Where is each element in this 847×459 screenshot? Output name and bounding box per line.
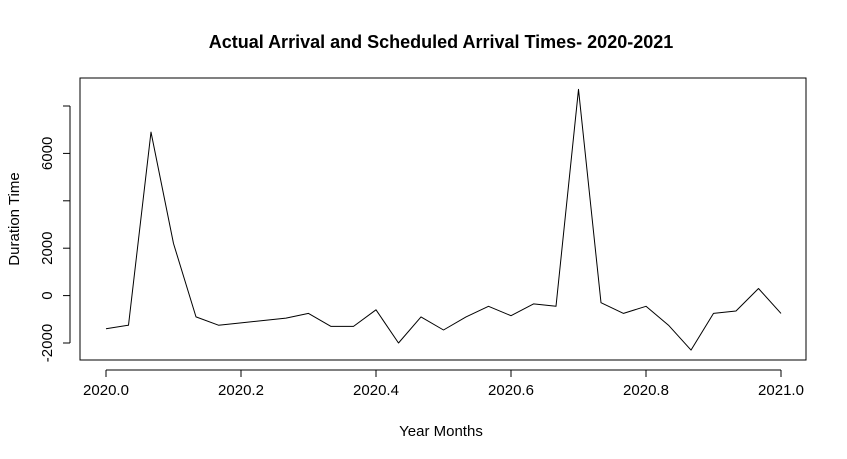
x-tick-label: 2020.4 xyxy=(353,382,399,399)
y-tick-label: 6000 xyxy=(39,137,56,170)
x-tick-label: 2020.8 xyxy=(623,382,669,399)
x-tick-label: 2021.0 xyxy=(758,382,804,399)
y-tick-label: 0 xyxy=(39,291,56,299)
x-axis-label: Year Months xyxy=(399,423,483,440)
plot-frame xyxy=(79,77,807,361)
x-tick-label: 2020.2 xyxy=(218,382,264,399)
y-tick-label: -2000 xyxy=(39,324,56,362)
y-axis: -2000 0 2000 6000 xyxy=(39,105,71,362)
y-tick-label: 2000 xyxy=(39,232,56,265)
chart-title: Actual Arrival and Scheduled Arrival Tim… xyxy=(209,32,674,52)
x-tick-label: 2020.6 xyxy=(488,382,534,399)
x-tick-label: 2020.0 xyxy=(83,382,129,399)
y-axis-label: Duration Time xyxy=(6,172,23,265)
series-group xyxy=(105,88,782,351)
series-line xyxy=(105,88,782,351)
x-axis: 2020.0 2020.2 2020.4 2020.6 2020.8 2021.0 xyxy=(83,369,804,399)
